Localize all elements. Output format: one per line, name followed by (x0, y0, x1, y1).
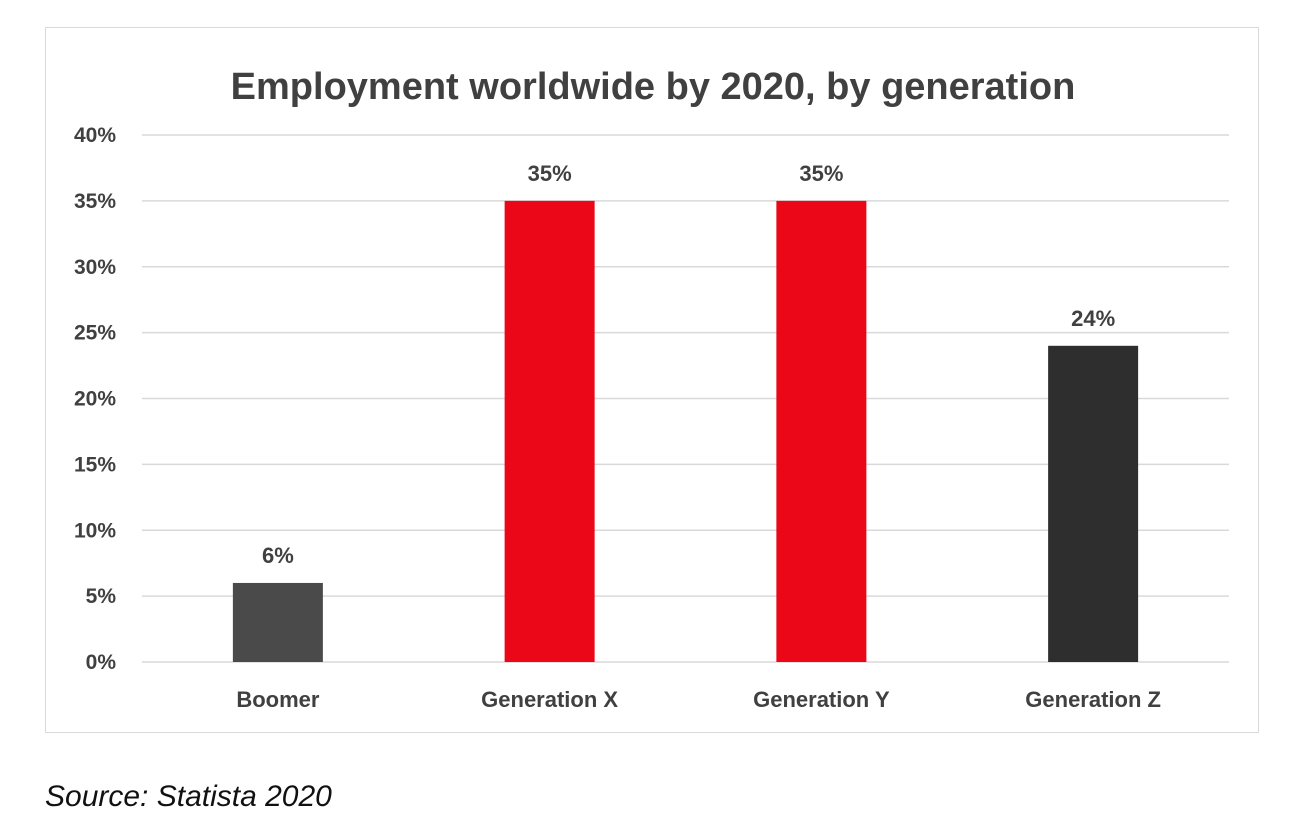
bar-generation-y (776, 200, 867, 662)
data-label: 35% (799, 161, 843, 186)
data-label: 35% (528, 161, 572, 186)
x-tick-label: Boomer (236, 687, 320, 712)
bar-chart: 0% 5% 10% 15% 20% 25% 30% 35% 40% 6% 35% 35% 24% Bo… (74, 124, 1229, 712)
y-tick-label: 35% (74, 190, 116, 213)
data-labels: 6% 35% 35% 24% (262, 161, 1115, 568)
x-axis-ticks: Boomer Generation X Generation Y Generation… (236, 687, 1161, 712)
bar-boomer (232, 582, 323, 662)
y-tick-label: 40% (74, 124, 116, 147)
y-axis-ticks: 0% 5% 10% 15% 20% 25% 30% 35% 40% (74, 124, 116, 674)
y-tick-label: 30% (74, 256, 116, 279)
x-tick-label: Generation Z (1025, 687, 1161, 712)
x-tick-label: Generation X (481, 687, 618, 712)
bars (232, 200, 1139, 662)
y-tick-label: 0% (86, 651, 117, 674)
source-note: Source: Statista 2020 (45, 780, 332, 813)
chart-title: Employment worldwide by 2020, by generat… (230, 66, 1076, 108)
y-tick-label: 5% (86, 585, 117, 608)
data-label: 24% (1071, 306, 1115, 331)
gridlines (142, 134, 1229, 663)
bar-generation-z (1048, 345, 1139, 662)
y-tick-label: 15% (74, 453, 116, 476)
x-tick-label: Generation Y (753, 687, 890, 712)
chart-frame: Employment worldwide by 2020, by generat… (45, 27, 1259, 733)
y-tick-label: 10% (74, 519, 116, 542)
data-label: 6% (262, 543, 294, 568)
y-tick-label: 25% (74, 322, 116, 345)
bar-generation-x (504, 200, 595, 662)
y-tick-label: 20% (74, 388, 116, 411)
